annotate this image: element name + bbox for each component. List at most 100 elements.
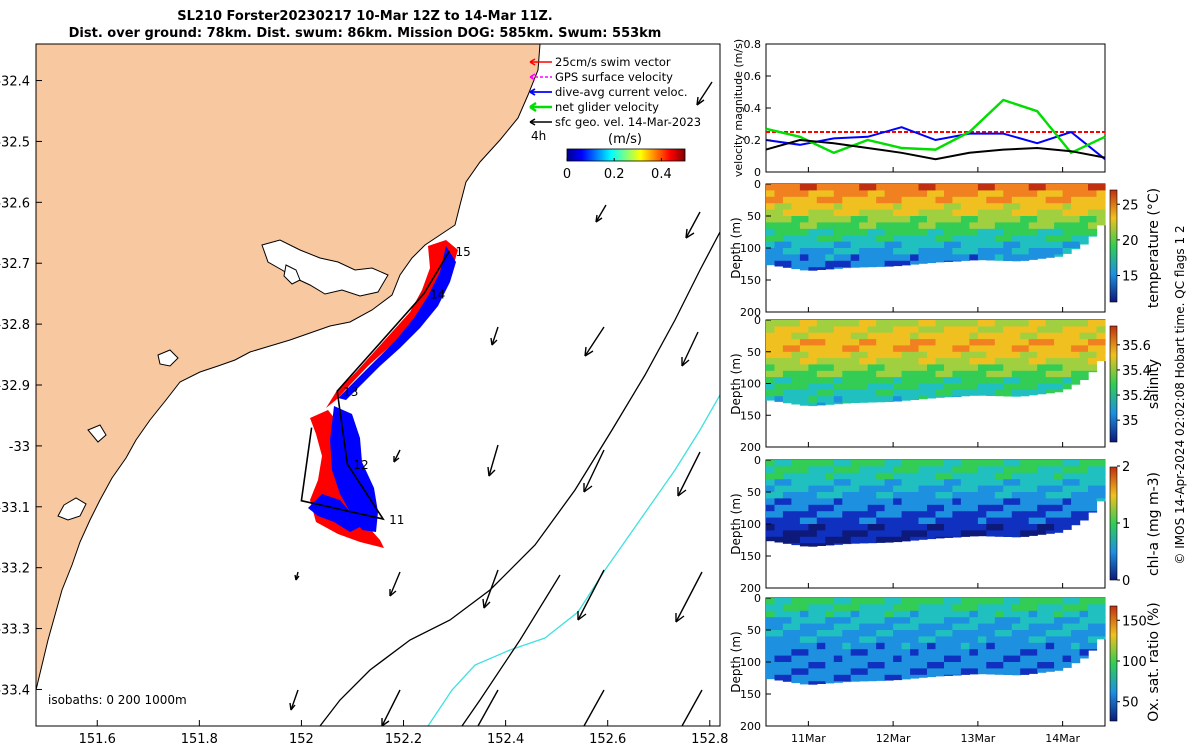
section-cell <box>1020 466 1030 474</box>
section-cell <box>1028 241 1038 249</box>
section-cell <box>850 604 860 612</box>
section-cell <box>944 674 954 676</box>
oxygen-ylabel: Depth (m) <box>729 631 743 692</box>
section-cell <box>1088 222 1098 230</box>
section-cell <box>952 222 962 230</box>
section-cell <box>766 320 776 327</box>
section-cell <box>960 228 970 236</box>
section-cell <box>782 364 792 372</box>
section-cell <box>859 383 869 391</box>
section-cell <box>799 604 809 612</box>
section-cell <box>1071 492 1081 499</box>
section-cell <box>766 662 776 669</box>
section-cell <box>1003 655 1013 663</box>
legend-sfc-label: sfc geo. vel. 14-Mar-2023 <box>555 115 701 129</box>
section-cell <box>825 377 835 385</box>
section-cell <box>833 642 843 650</box>
section-cell <box>791 351 801 359</box>
section-cell <box>782 326 792 334</box>
section-cell <box>791 377 801 385</box>
section-cell <box>960 364 970 372</box>
section-cell <box>816 196 826 204</box>
section-cell <box>977 203 987 211</box>
section-cell <box>1079 504 1089 512</box>
section-cell <box>842 498 852 506</box>
section-cell <box>918 209 928 217</box>
section-cell <box>884 466 894 474</box>
section-cell <box>994 655 1004 663</box>
section-cell <box>808 370 818 378</box>
section-cell <box>986 248 996 255</box>
section-cell <box>766 466 776 474</box>
section-cell <box>833 623 843 631</box>
section-cell <box>825 216 835 223</box>
section-cell <box>799 370 809 378</box>
section-cell <box>986 485 996 493</box>
section-cell <box>1020 530 1030 537</box>
section-cell <box>884 358 894 366</box>
section-cell <box>893 642 903 650</box>
section-cell <box>816 623 826 631</box>
section-cell <box>1079 492 1089 499</box>
section-cell <box>825 402 835 405</box>
section-cell <box>850 511 860 519</box>
section-cell <box>977 617 987 625</box>
section-cell <box>1071 216 1081 223</box>
section-cell <box>791 254 801 262</box>
section-cell <box>833 320 843 327</box>
section-cell <box>876 674 886 681</box>
section-cell <box>901 332 911 340</box>
section-cell <box>1037 351 1047 359</box>
section-cell <box>808 184 818 191</box>
section-cell <box>960 630 970 637</box>
section-cell <box>901 326 911 334</box>
section-cell <box>833 248 843 255</box>
section-cell <box>1071 241 1081 249</box>
section-cell <box>1045 472 1055 480</box>
section-cell <box>816 203 826 211</box>
section-cell <box>867 492 877 499</box>
section-cell <box>1028 216 1038 223</box>
map-y-axis: -32.4-32.5-32.6-32.7-32.8-32.9-33-33.1-3… <box>0 75 42 698</box>
section-cell <box>842 479 852 487</box>
section-cell <box>918 326 928 334</box>
section-cell <box>935 617 945 625</box>
section-cell <box>893 241 903 249</box>
section-cell <box>799 630 809 637</box>
section-cell <box>842 604 852 612</box>
section-cell <box>969 466 979 474</box>
section-cell <box>944 511 954 519</box>
section-cell <box>1096 203 1106 211</box>
section-cell <box>901 196 911 204</box>
section-cell <box>952 389 962 397</box>
section-cell <box>901 358 911 366</box>
section-cell <box>969 364 979 372</box>
section-cell <box>791 184 801 191</box>
section-cell <box>1071 345 1081 353</box>
section-cell <box>1028 370 1038 378</box>
section-cell <box>986 222 996 230</box>
section-cell <box>1011 320 1021 327</box>
section-cell <box>1020 383 1030 391</box>
section-cell <box>994 492 1004 499</box>
section-cell <box>994 345 1004 353</box>
section-cell <box>893 630 903 637</box>
section-cell <box>850 241 860 249</box>
section-cell <box>799 339 809 347</box>
section-cell <box>1062 209 1072 217</box>
section-cell <box>935 228 945 236</box>
section-cell <box>1037 190 1047 198</box>
section-cell <box>1062 370 1072 378</box>
section-cell <box>1003 617 1013 625</box>
section-cell <box>766 604 776 612</box>
section-cell <box>893 254 903 262</box>
section-cell <box>791 235 801 243</box>
section-cell <box>969 610 979 618</box>
section-cell <box>910 196 920 204</box>
section-cell <box>901 642 911 650</box>
section-cell <box>1088 358 1098 366</box>
section-cell <box>994 504 1004 512</box>
section-cell <box>1054 517 1064 525</box>
section-cell <box>850 498 860 506</box>
section-cell <box>1045 389 1055 394</box>
